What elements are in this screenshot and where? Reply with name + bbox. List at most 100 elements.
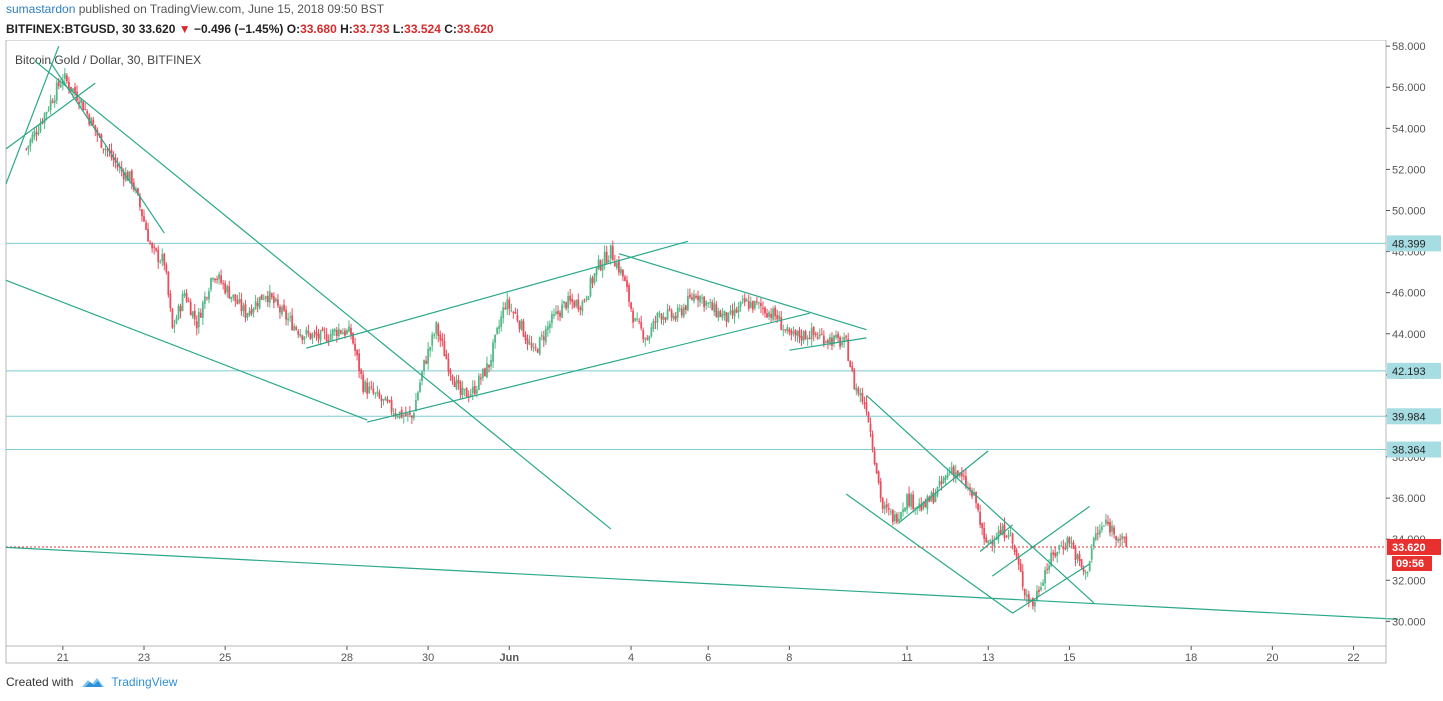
candle-body [1034,602,1036,607]
candle-body [354,343,356,351]
candle-body [735,309,738,313]
candle-body [177,305,180,319]
candle-body [1056,551,1059,557]
level-badge [1387,362,1441,379]
candle-body [1111,525,1113,532]
horizontal-levels [6,242,1386,548]
candle-body [723,310,726,316]
candle-body [254,301,257,310]
candle-body [242,305,245,312]
last-price-label: 33.620 [1392,542,1426,554]
candle-body [236,300,239,304]
candle-body [431,334,434,346]
candle-body [715,304,718,317]
tradingview-link[interactable]: TradingView [111,675,178,689]
candle-body [130,170,133,185]
time-axis[interactable]: 21 23 25 28 30 Jun 4 6 8 11 13 15 18 20 22 [6,645,1386,664]
candle-body [804,331,807,340]
candle-body [283,304,285,311]
candle-body [796,331,799,337]
candle-body [701,297,703,299]
candle-body [569,295,572,301]
candle-body [707,302,710,304]
candle-body [822,335,825,345]
candle-body [762,307,764,309]
tradingview-logo-icon[interactable] [81,675,105,689]
candle-body [952,466,955,476]
candle-body [780,317,783,331]
candle-body [520,319,523,330]
candle-body [946,473,949,478]
candle-body [305,329,308,335]
candle-body [463,388,466,390]
candle-body [374,392,377,394]
trendline [306,240,689,349]
plot-area[interactable] [5,40,1387,664]
price-badges: 48.399 42.193 39.984 38.364 33.620 09:56 [1387,235,1441,571]
candle-body [382,399,385,401]
candle-body [565,302,568,309]
candle-body [573,301,576,308]
symbol-label[interactable]: BITFINEX:BTGUSD, 30 [6,22,136,36]
trendline [618,253,867,331]
candle-body [721,313,724,319]
candle-body [90,117,93,126]
candle-body [956,470,959,477]
candle-body [551,314,553,324]
candle-body [31,135,34,142]
trendline [367,312,810,423]
candle-body [703,296,706,308]
x-tick-label: 4 [628,652,634,664]
candle-body [871,433,874,450]
candle-body [733,308,736,317]
candle-body [638,320,641,323]
candle-body [169,293,172,309]
candle-body [315,332,318,336]
candle-body [74,87,76,94]
candle-body [567,295,570,308]
candle-body [256,303,259,307]
y-tick-label: 48.000 [1392,247,1426,259]
trendline [1012,563,1091,614]
candle-body [689,294,691,298]
candle-body [323,331,326,333]
candle-body [534,346,537,348]
trendline [866,394,1095,604]
candle-body [749,302,752,308]
candle-body [855,387,858,391]
candle-body [502,307,505,319]
candle-body [1046,568,1048,570]
candle-body [128,171,131,181]
candle-body [350,327,352,335]
candle-body [725,312,728,322]
candle-body [861,392,864,402]
candle-body [810,328,813,339]
candle-body [557,310,559,314]
countdown-badge [1392,555,1432,571]
candle-body [991,541,994,545]
candle-body [441,338,444,342]
candle-body [1115,536,1117,540]
candle-body [603,251,606,265]
candle-body [1050,552,1053,566]
candle-body [498,325,501,329]
candle-body [528,342,531,344]
author-link[interactable]: sumastardon [6,2,76,16]
trendline [5,82,96,150]
candle-body [581,301,584,312]
candle-body [920,504,923,511]
candle-body [851,366,854,371]
candle-body [291,315,294,331]
candle-body [112,156,115,161]
high-label: H: [340,22,353,36]
candle-body [183,293,186,296]
candle-body [705,301,708,306]
price-chart[interactable]: Bitcoin Gold / Dollar, 30, BITFINEX 30.0… [0,40,1443,668]
candle-body [447,358,450,372]
candle-body [1048,565,1051,570]
candle-body [607,260,610,263]
candle-body [143,216,145,222]
candle-body [873,450,876,464]
candle-body [727,312,730,323]
candle-body [118,167,121,169]
